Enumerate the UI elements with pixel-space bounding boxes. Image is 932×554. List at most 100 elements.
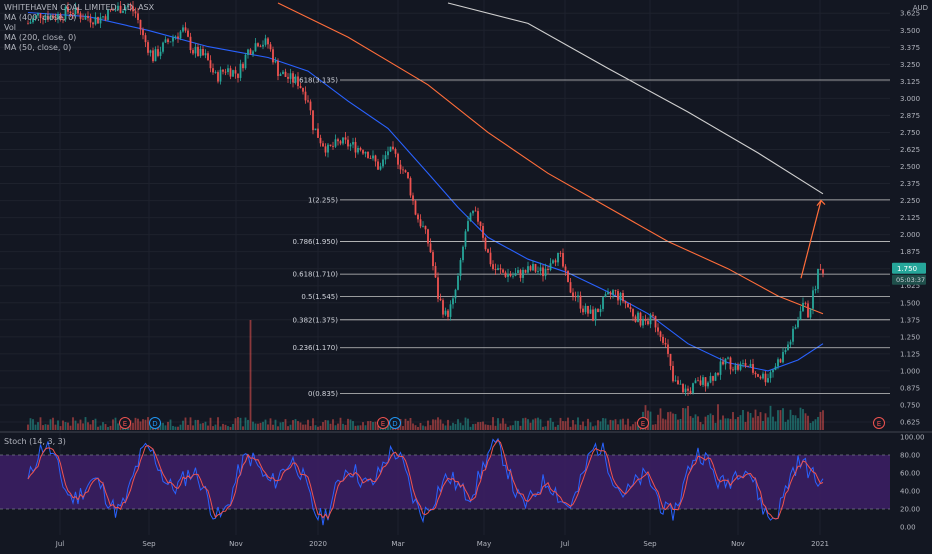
candle-body xyxy=(697,380,699,382)
countdown-box xyxy=(892,274,926,285)
candle-body xyxy=(57,14,59,20)
candle-body xyxy=(227,68,229,73)
candle-body xyxy=(344,137,347,140)
candle-body xyxy=(724,358,727,365)
volume-bar xyxy=(329,423,332,430)
candle-body xyxy=(454,289,457,299)
candle-body xyxy=(464,231,467,247)
time-tick-label: Sep xyxy=(142,540,156,548)
candle-body xyxy=(39,13,42,18)
candle-body xyxy=(354,141,357,153)
volume-bar xyxy=(354,425,357,430)
volume-bar xyxy=(599,421,602,430)
volume-bar xyxy=(457,419,459,430)
volume-bar xyxy=(742,410,744,430)
volume-bar xyxy=(427,420,429,430)
candle-body xyxy=(682,383,684,393)
legend-vol[interactable]: Vol xyxy=(4,23,16,32)
candle-body xyxy=(69,11,72,13)
earnings-marker-label: E xyxy=(641,420,645,428)
candle-body xyxy=(529,266,532,271)
volume-bar xyxy=(664,419,667,430)
candle-body xyxy=(157,49,159,56)
candle-body xyxy=(474,210,477,212)
candle-body xyxy=(112,9,114,11)
candle-body xyxy=(257,43,259,47)
candle-body xyxy=(467,221,469,232)
volume-bar xyxy=(667,412,669,430)
legend-ma50[interactable]: MA (50, close, 0) xyxy=(4,43,72,52)
volume-bar xyxy=(807,415,809,430)
volume-bar xyxy=(89,424,92,430)
candle-body xyxy=(284,71,287,77)
volume-bar xyxy=(797,418,799,430)
volume-bar xyxy=(302,424,304,430)
candle-body xyxy=(402,169,404,171)
candle-body xyxy=(452,298,454,305)
volume-bar xyxy=(62,420,64,430)
candle-body xyxy=(489,252,492,265)
candle-body xyxy=(182,27,184,32)
candle-body xyxy=(479,221,482,226)
candle-body xyxy=(514,273,517,276)
volume-bar xyxy=(269,418,272,430)
volume-bar xyxy=(737,417,739,430)
volume-bar xyxy=(602,418,604,430)
volume-bar xyxy=(97,426,99,430)
legend-ma200[interactable]: MA (200, close, 0) xyxy=(4,33,77,42)
candle-body xyxy=(199,48,202,57)
volume-bar xyxy=(132,422,134,430)
volume-bar xyxy=(332,419,334,430)
volume-bar xyxy=(404,418,407,430)
volume-bar xyxy=(342,423,344,430)
stoch-legend[interactable]: Stoch (14, 3, 3) xyxy=(4,437,66,446)
candle-body xyxy=(569,282,572,293)
symbol-title[interactable]: WHITEHAVEN COAL LIMITED, 1D, ASX xyxy=(4,3,155,12)
candle-body xyxy=(769,372,772,379)
volume-bar xyxy=(704,416,707,430)
candle-body xyxy=(72,12,74,15)
volume-bar xyxy=(657,414,659,430)
volume-bar xyxy=(534,418,537,430)
candle-body xyxy=(584,305,587,313)
volume-bar xyxy=(317,426,319,430)
volume-bar xyxy=(279,422,282,430)
currency-label: AUD xyxy=(913,4,928,12)
candle-body xyxy=(747,365,749,367)
candle-body xyxy=(647,321,649,325)
candle-body xyxy=(417,214,419,220)
volume-bar xyxy=(214,424,217,430)
volume-bar xyxy=(784,421,787,430)
volume-bar xyxy=(222,423,224,430)
candle-body xyxy=(34,15,37,19)
candle-body xyxy=(422,225,424,227)
volume-bar xyxy=(174,426,177,430)
candle-body xyxy=(154,49,157,62)
candle-body xyxy=(449,304,452,317)
volume-bar xyxy=(632,424,634,430)
volume-bar xyxy=(527,419,529,430)
volume-bar xyxy=(662,418,664,430)
volume-bar xyxy=(519,425,522,430)
earnings-marker-label: E xyxy=(381,420,385,428)
volume-bar xyxy=(119,426,122,430)
candle-body xyxy=(342,137,344,144)
volume-bar xyxy=(604,418,607,430)
volume-bar xyxy=(447,419,449,430)
volume-bar xyxy=(782,408,784,430)
candle-body xyxy=(259,46,262,48)
price-tick-label: 3.250 xyxy=(900,61,920,69)
candle-body xyxy=(502,269,504,273)
time-tick-label: 2020 xyxy=(309,540,327,548)
candle-body xyxy=(67,6,69,12)
fib-label: 1.618(3.135) xyxy=(292,76,338,84)
candle-body xyxy=(107,9,109,20)
candle-body xyxy=(527,266,529,273)
candle-body xyxy=(147,42,149,53)
candle-body xyxy=(687,388,689,391)
volume-bar xyxy=(799,407,802,430)
volume-bar xyxy=(787,419,789,430)
legend-ma400[interactable]: MA (400, close, 0) xyxy=(4,13,77,22)
